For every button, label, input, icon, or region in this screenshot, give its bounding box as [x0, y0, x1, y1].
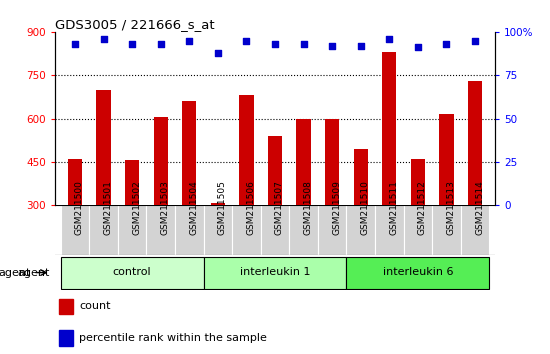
- Point: [414, 45, 422, 50]
- Bar: [296, 119, 311, 205]
- Bar: [404, 205, 432, 255]
- Bar: [68, 159, 82, 205]
- Bar: [211, 203, 225, 205]
- Bar: [182, 101, 196, 205]
- Text: GDS3005 / 221666_s_at: GDS3005 / 221666_s_at: [55, 18, 215, 31]
- Bar: [96, 90, 111, 205]
- Bar: [175, 205, 204, 255]
- Bar: [354, 149, 368, 205]
- Bar: [146, 205, 175, 255]
- Point: [128, 41, 136, 47]
- Bar: [153, 117, 168, 205]
- Text: GSM211505: GSM211505: [218, 180, 227, 235]
- Bar: [232, 205, 261, 255]
- Text: GSM211508: GSM211508: [304, 180, 312, 235]
- Bar: [125, 160, 139, 205]
- Point: [99, 36, 108, 42]
- Text: GSM211506: GSM211506: [246, 180, 255, 235]
- Text: percentile rank within the sample: percentile rank within the sample: [79, 333, 267, 343]
- Bar: [89, 205, 118, 255]
- Text: GSM211500: GSM211500: [75, 180, 84, 235]
- Bar: [204, 257, 346, 289]
- Point: [185, 38, 194, 44]
- Bar: [346, 257, 490, 289]
- Bar: [439, 114, 454, 205]
- Point: [442, 41, 451, 47]
- Text: count: count: [79, 301, 111, 311]
- Bar: [432, 205, 461, 255]
- Point: [70, 41, 79, 47]
- Bar: [204, 205, 232, 255]
- Text: GSM211510: GSM211510: [361, 180, 370, 235]
- Point: [471, 38, 480, 44]
- Bar: [60, 257, 204, 289]
- Text: GSM211502: GSM211502: [132, 181, 141, 235]
- Text: GSM211504: GSM211504: [189, 181, 199, 235]
- Text: GSM211511: GSM211511: [389, 180, 398, 235]
- Bar: [59, 330, 73, 346]
- Text: agent: agent: [17, 268, 50, 278]
- Point: [385, 36, 394, 42]
- Bar: [375, 205, 404, 255]
- Text: GSM211509: GSM211509: [332, 180, 341, 235]
- Text: interleukin 6: interleukin 6: [383, 267, 453, 277]
- Bar: [382, 52, 397, 205]
- Bar: [468, 81, 482, 205]
- Point: [213, 50, 222, 56]
- Point: [271, 41, 279, 47]
- Text: GSM211501: GSM211501: [103, 180, 113, 235]
- Bar: [318, 205, 346, 255]
- Text: GSM211514: GSM211514: [475, 181, 484, 235]
- Text: agent: agent: [0, 268, 30, 278]
- Text: GSM211513: GSM211513: [447, 180, 455, 235]
- Bar: [268, 136, 282, 205]
- Text: control: control: [113, 267, 151, 277]
- Text: GSM211503: GSM211503: [161, 180, 170, 235]
- Text: GSM211512: GSM211512: [418, 181, 427, 235]
- Point: [156, 41, 165, 47]
- Point: [328, 43, 337, 48]
- Bar: [118, 205, 146, 255]
- Bar: [289, 205, 318, 255]
- Bar: [261, 205, 289, 255]
- Bar: [239, 96, 254, 205]
- Bar: [346, 205, 375, 255]
- Text: GSM211507: GSM211507: [275, 180, 284, 235]
- Bar: [325, 119, 339, 205]
- Point: [356, 43, 365, 48]
- Point: [242, 38, 251, 44]
- Bar: [60, 205, 89, 255]
- Bar: [461, 205, 490, 255]
- Point: [299, 41, 308, 47]
- Bar: [59, 298, 73, 314]
- Bar: [411, 159, 425, 205]
- Text: interleukin 1: interleukin 1: [240, 267, 310, 277]
